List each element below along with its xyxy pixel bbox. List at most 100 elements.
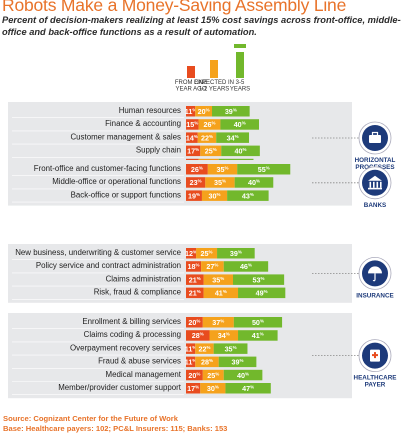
bar-value-label: 41% (215, 289, 227, 298)
row-label: Claims administration (106, 274, 181, 283)
bar-segment (196, 248, 218, 259)
bar-value-label: 50% (252, 318, 264, 327)
legend-label-2: EXPECTED IN 1-2 YEARS (194, 80, 234, 93)
bar-value-label: 11% (185, 358, 197, 367)
bar-segment (186, 356, 196, 368)
bar-value-label: 30% (209, 191, 221, 200)
bar-segment (238, 330, 278, 341)
bar-value-label: 30% (207, 384, 219, 393)
bar-segment (213, 343, 248, 354)
bar-value-label: 22% (201, 133, 213, 142)
umbrella-canopy (368, 266, 382, 274)
legend-swatch-2 (210, 60, 218, 78)
bar-segment (186, 106, 196, 117)
bar-segment (221, 145, 260, 157)
bar-segment (186, 119, 199, 130)
bar-segment (186, 369, 203, 381)
bar-value-label: 12% (185, 249, 197, 258)
bar-segment (200, 145, 222, 157)
bar-value-label: 35% (225, 344, 237, 353)
bar-value-label: 28% (201, 358, 213, 367)
bar-value-label: 40% (237, 371, 249, 380)
bar-value-label: 22% (198, 344, 210, 353)
bar-segment (225, 383, 271, 394)
bar-value-label: 28% (192, 331, 204, 340)
row-label: Claims coding & processing (84, 330, 181, 339)
bar-value-label: 35% (212, 275, 224, 284)
bar-value-label: 25% (207, 371, 219, 380)
row-label: Member/provider customer support (58, 383, 182, 392)
bar-value-label: 17% (187, 384, 199, 393)
bar-segment (195, 106, 213, 117)
briefcase-handle (371, 131, 379, 137)
cross-horizontal (372, 354, 378, 357)
bar-value-label: 15% (186, 120, 198, 129)
source-note: Source: Cognizant Center for the Future … (3, 414, 178, 423)
bar-value-label: 37% (212, 318, 224, 327)
bar-segment (218, 356, 257, 368)
bar-value-label: 25% (201, 249, 213, 258)
bar-value-label: 34% (218, 331, 230, 340)
bar-value-label: 39% (232, 358, 244, 367)
bar-value-label: 21% (189, 275, 201, 284)
legend-swatch-1 (187, 66, 195, 78)
bar-segment (186, 317, 203, 328)
bar-value-label: 46% (240, 262, 252, 271)
bar-value-label: 20% (188, 371, 200, 380)
bar-value-label: 41% (252, 331, 264, 340)
bar-value-label: 19% (188, 191, 200, 200)
bank-column (380, 181, 382, 188)
bar-value-label: 35% (216, 165, 228, 174)
briefcase-body (369, 135, 381, 143)
bar-segment (227, 190, 269, 201)
bar-segment (223, 261, 269, 272)
bar-segment (195, 356, 219, 368)
bar-segment (186, 330, 210, 341)
bar-value-label: 55% (258, 165, 270, 174)
bar-segment (186, 190, 202, 201)
row-label: Human resources (119, 106, 181, 115)
group-label-4: HEALTHCARE PAYER (354, 375, 397, 389)
bar-value-label: 26% (191, 165, 203, 174)
row-label: Fraud & abuse services (98, 357, 181, 366)
bar-value-label: 39% (225, 107, 237, 116)
bar-value-label: 27% (206, 262, 218, 271)
bar-segment (207, 164, 238, 175)
bar-segment (195, 343, 214, 354)
base-note: Base: Healthcare payers: 102; PC&L Insur… (3, 423, 228, 433)
bar-value-label: 53% (253, 275, 265, 284)
bar-value-label: 43% (242, 191, 254, 200)
bar-segment (186, 274, 204, 285)
bank-base (368, 187, 382, 190)
bar-value-label: 20% (188, 318, 200, 327)
bar-value-label: 40% (235, 147, 247, 156)
bar-value-label: 34% (227, 133, 239, 142)
bank-column (376, 181, 379, 188)
group-label-3: INSURANCE (356, 292, 393, 299)
bar-segment (201, 190, 228, 201)
bar-segment (198, 119, 221, 130)
bar-value-label: 23% (190, 178, 202, 187)
bar-value-label: 18% (188, 262, 200, 271)
bar-segment (186, 248, 197, 259)
bar-value-label: 25% (205, 147, 217, 156)
bar-value-label: 40% (234, 120, 246, 129)
bank-icon (362, 169, 388, 196)
bar-value-label: 35% (214, 178, 226, 187)
legend-icon-cap (234, 44, 246, 48)
bar-value-label: 21% (189, 289, 201, 298)
bar-value-label: 26% (203, 120, 215, 129)
group-label-2: BANKS (364, 202, 386, 209)
bar-value-label: 11% (185, 344, 197, 353)
bar-segment (203, 287, 239, 299)
bar-segment (186, 145, 201, 157)
row-label: Medical management (106, 370, 182, 379)
bar-segment (201, 261, 224, 272)
row-label: Supply chain (136, 146, 181, 155)
bar-segment (186, 287, 204, 299)
bar-segment (209, 330, 239, 341)
row-label: Risk, fraud & compliance (94, 288, 182, 297)
row-label: Back-office or support functions (71, 190, 181, 199)
bar-segment (220, 119, 260, 130)
